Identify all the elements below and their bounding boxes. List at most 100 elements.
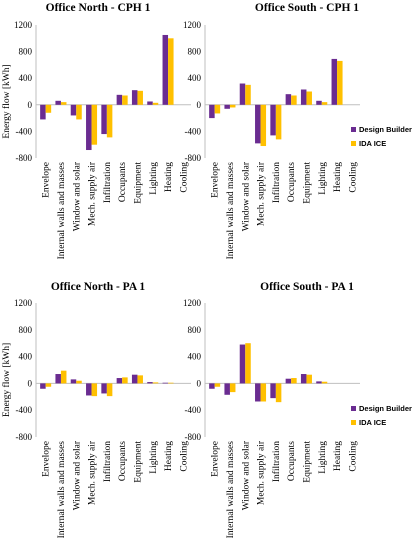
category-label: Internal walls and masses: [57, 441, 67, 539]
category-label: Mech. supply air: [88, 440, 98, 505]
y-tick-label: 800: [19, 325, 33, 335]
category-label: Window and solar: [241, 161, 251, 231]
category-label: Equipment: [302, 162, 312, 204]
chart-panel-4: Office South - PA 1 -800 -400 0 400 800 1200 En…: [183, 281, 360, 538]
category-label: Equipment: [302, 441, 312, 483]
bar: [40, 104, 46, 120]
y-tick-label: 1200: [183, 20, 202, 30]
bar: [255, 383, 261, 402]
y-axis-label: Energy flow [kWh]: [1, 64, 12, 138]
bar: [116, 94, 123, 105]
category-label: Lighting: [149, 162, 159, 195]
bar: [131, 90, 138, 105]
category-label: Infiltration: [102, 441, 113, 482]
category-label: Heating: [333, 162, 343, 192]
legend-swatch: [351, 141, 356, 146]
bar: [291, 95, 297, 105]
category-label: Window and solar: [241, 440, 251, 510]
bar: [209, 383, 215, 389]
y-tick-label: 400: [188, 73, 202, 83]
chart-title: Office North - PA 1: [51, 281, 146, 293]
legend-2: Design Builder IDA ICE: [351, 404, 412, 427]
bar: [306, 91, 312, 105]
bar: [147, 101, 153, 105]
category-label: Mech. supply air: [257, 440, 267, 505]
chart-title: Office South - CPH 1: [255, 2, 359, 14]
chart-title: Office South - PA 1: [260, 281, 354, 293]
bar: [285, 94, 292, 105]
y-tick-label: -800: [16, 153, 33, 163]
category-label: Internal walls and masses: [226, 441, 236, 539]
bar: [275, 104, 282, 140]
y-tick-label: 800: [188, 47, 202, 57]
bar: [270, 383, 276, 399]
bar: [55, 374, 61, 384]
y-tick-label: -400: [185, 126, 202, 136]
bar: [168, 382, 174, 384]
bar: [300, 374, 307, 384]
bar: [291, 378, 297, 384]
bar: [245, 343, 251, 384]
category-label: Infiltration: [102, 162, 113, 203]
bar: [321, 381, 328, 384]
bar: [209, 104, 215, 119]
legend-label: IDA ICE: [359, 139, 386, 148]
category-label: Window and solar: [72, 161, 82, 231]
bar: [229, 104, 236, 108]
bar: [214, 383, 221, 387]
category-label: Heating: [333, 441, 343, 471]
bar: [137, 90, 143, 105]
bar: [285, 378, 292, 384]
bar: [147, 382, 153, 384]
bar: [60, 370, 67, 384]
y-tick-label: -400: [185, 405, 202, 415]
y-tick-label: 800: [188, 325, 202, 335]
category-label: Lighting: [318, 441, 328, 474]
category-label: Envelope: [42, 441, 52, 477]
bar: [337, 60, 343, 105]
bar: [137, 375, 143, 384]
y-tick-label: 400: [188, 352, 202, 362]
bar: [101, 383, 107, 394]
category-label: Equipment: [133, 441, 143, 483]
category-label: Heating: [164, 441, 174, 471]
y-tick-label: 0: [197, 378, 202, 388]
bar: [245, 84, 251, 105]
legend-label: Design Builder: [359, 125, 412, 134]
bar: [224, 104, 230, 109]
y-tick-label: -400: [16, 405, 33, 415]
category-label: Lighting: [318, 162, 328, 195]
category-label: Lighting: [149, 441, 159, 474]
y-tick-label: 0: [28, 100, 33, 110]
legend-label: Design Builder: [359, 404, 412, 413]
y-tick-label: 1200: [14, 298, 33, 308]
y-tick-label: 800: [19, 47, 33, 57]
bar: [255, 104, 261, 144]
bar: [306, 374, 312, 384]
y-tick-label: 1200: [183, 298, 202, 308]
bar: [70, 379, 77, 384]
category-label: Internal walls and masses: [57, 162, 67, 260]
bar: [122, 377, 128, 384]
category-label: Cooling: [348, 162, 358, 193]
bar: [239, 83, 246, 105]
bar: [260, 383, 267, 402]
bar: [70, 104, 77, 116]
bar: [270, 104, 276, 136]
category-label: Mech. supply air: [257, 161, 267, 226]
bar: [101, 104, 107, 135]
bar: [152, 382, 159, 384]
bar: [229, 383, 236, 393]
bar: [91, 383, 98, 397]
legend-swatch: [351, 127, 356, 132]
bar: [86, 383, 92, 396]
legend-swatch: [351, 420, 356, 425]
category-label: Cooling: [179, 441, 189, 472]
bar: [316, 381, 322, 384]
bar: [55, 100, 61, 105]
category-label: Occupants: [118, 441, 128, 481]
bar: [131, 374, 138, 384]
y-tick-label: 0: [197, 100, 202, 110]
category-label: Window and solar: [72, 440, 82, 510]
